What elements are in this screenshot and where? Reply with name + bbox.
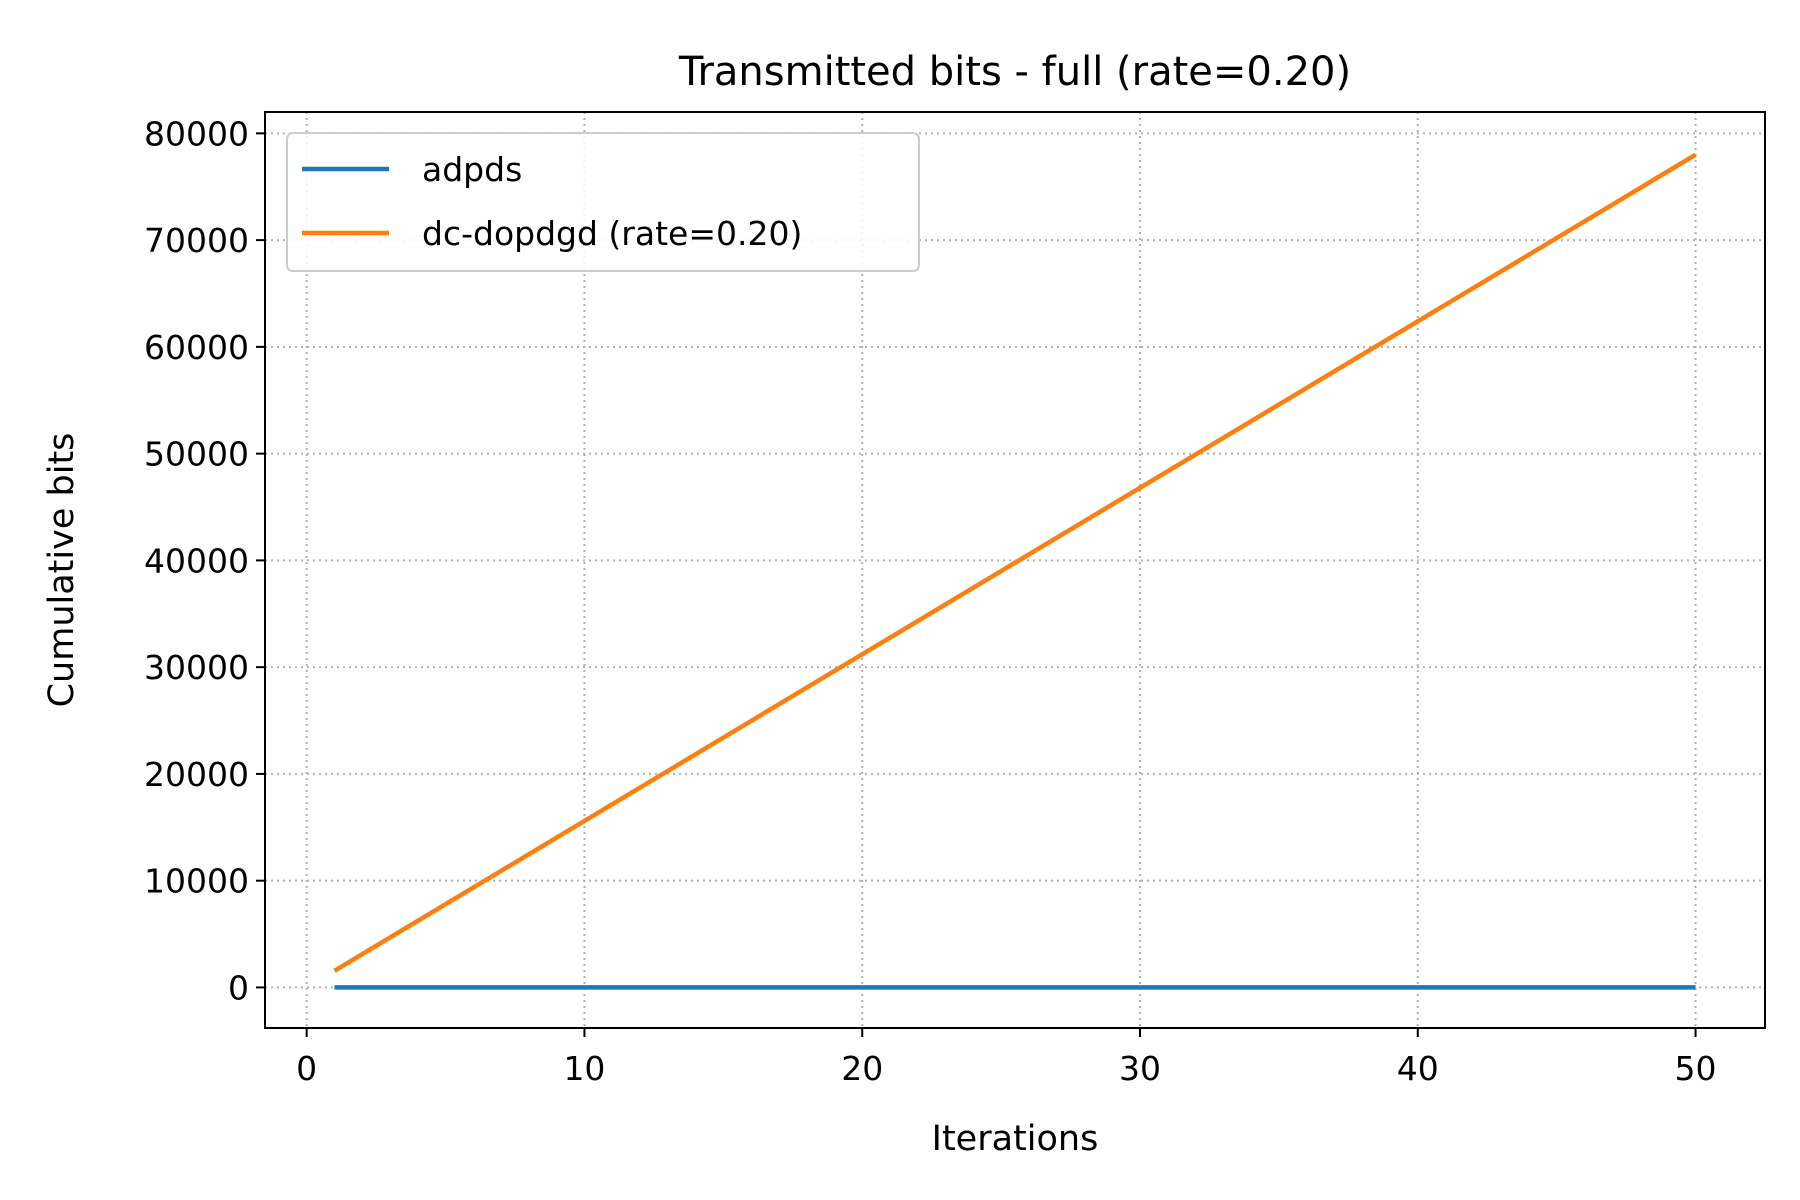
plot-frame bbox=[264, 111, 1766, 1029]
y-tick-label: 80000 bbox=[144, 114, 249, 153]
series-line-1 bbox=[333, 152, 1697, 973]
series-lines bbox=[333, 152, 1697, 990]
x-tick-label: 0 bbox=[296, 1049, 317, 1088]
y-tick-label: 70000 bbox=[144, 221, 249, 260]
x-axis-label: Iterations bbox=[932, 1119, 1099, 1159]
x-tick-label: 50 bbox=[1675, 1049, 1717, 1088]
legend-label-1: dc-dopdgd (rate=0.20) bbox=[422, 214, 802, 253]
x-tick-label: 20 bbox=[841, 1049, 883, 1088]
legend-label-0: adpds bbox=[422, 150, 522, 189]
y-tick-label: 20000 bbox=[144, 755, 249, 794]
axis-ticks: 0 10 20 30 40 50 0 10000 20000 30000 40000 50000 600… bbox=[144, 114, 1717, 1088]
y-tick-label: 50000 bbox=[144, 435, 249, 474]
legend: adpds dc-dopdgd (rate=0.20) bbox=[286, 132, 920, 272]
legend-box bbox=[286, 132, 920, 272]
x-tick-label: 40 bbox=[1397, 1049, 1439, 1088]
y-axis-label: Cumulative bits bbox=[42, 433, 82, 708]
y-tick-label: 60000 bbox=[144, 328, 249, 367]
chart-title: Transmitted bits - full (rate=0.20) bbox=[678, 49, 1351, 95]
y-tick-label: 40000 bbox=[144, 541, 249, 580]
y-tick-label: 10000 bbox=[144, 862, 249, 901]
x-tick-label: 30 bbox=[1119, 1049, 1161, 1088]
y-tick-label: 0 bbox=[228, 968, 249, 1007]
x-tick-label: 10 bbox=[563, 1049, 605, 1088]
y-tick-label: 30000 bbox=[144, 648, 249, 687]
